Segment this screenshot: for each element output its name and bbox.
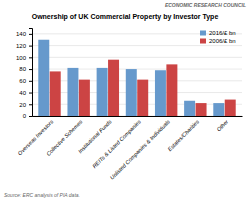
y-tick-label: 0 <box>23 113 27 119</box>
y-tick-mark <box>29 34 32 35</box>
legend-item: 2006/£ bn <box>200 38 236 44</box>
grid-line <box>32 57 242 58</box>
y-tick: 80 <box>19 66 32 72</box>
y-tick: 60 <box>19 78 32 84</box>
y-tick-label: 140 <box>16 31 27 37</box>
bar <box>67 68 78 116</box>
chart: ECONOMIC RESEARCH COUNCIL Source: ERC ana… <box>0 0 250 200</box>
legend: 2016/£ bn 2006/£ bn <box>200 30 236 44</box>
x-tick-label: Estates/Charities <box>167 118 201 152</box>
y-tick: 100 <box>16 55 32 61</box>
bar <box>79 80 90 116</box>
x-axis: Overseas InvestorsCollective SchemesInst… <box>17 117 243 181</box>
bar <box>213 103 224 116</box>
bar-series <box>38 40 224 116</box>
y-tick-mark <box>29 93 32 94</box>
x-tick: Estates/Charities <box>167 118 201 152</box>
grid-line <box>32 69 242 70</box>
y-tick-label: 120 <box>16 43 27 49</box>
bar <box>50 71 61 116</box>
bar-series <box>50 60 236 116</box>
grid-line <box>32 92 242 93</box>
plot: 0 20 40 60 80 100 120 140 Overseas InvestorsColl… <box>16 29 243 181</box>
grid-line <box>32 104 242 105</box>
bar <box>126 69 137 116</box>
y-axis: 0 20 40 60 80 100 120 140 <box>16 29 33 120</box>
y-axis-line <box>29 29 33 117</box>
x-tick: REITs & Listed Companies <box>91 118 142 169</box>
grid-line <box>32 116 242 117</box>
bar <box>184 101 195 116</box>
y-tick: 40 <box>19 90 32 96</box>
y-tick: 140 <box>16 31 32 37</box>
bar <box>108 60 119 116</box>
grid-line <box>32 80 242 81</box>
source-note: Source: ERC analysis of PIA data. <box>4 192 80 198</box>
x-tick: Other <box>215 118 230 133</box>
bar <box>137 80 148 116</box>
y-tick-mark <box>29 81 32 82</box>
y-tick: 120 <box>16 43 32 49</box>
title: Ownership of UK Commercial Property by I… <box>32 13 219 21</box>
bar <box>38 40 49 116</box>
x-tick-label: Unlisted Companies & Individuals <box>109 118 171 180</box>
y-tick-mark <box>29 69 32 70</box>
y-tick-mark <box>29 57 32 58</box>
legend-swatch <box>200 39 206 44</box>
annotation: ECONOMIC RESEARCH COUNCIL <box>165 2 246 8</box>
bar <box>166 64 177 116</box>
y-tick-label: 100 <box>16 55 27 61</box>
x-tick-label: Other <box>215 118 230 133</box>
y-tick-mark <box>29 116 32 117</box>
x-axis-line <box>33 116 243 117</box>
legend-swatch <box>200 31 206 36</box>
grid-line <box>32 45 242 46</box>
x-tick: Unlisted Companies & Individuals <box>109 118 171 180</box>
y-tick: 20 <box>19 102 32 108</box>
y-tick-mark <box>29 104 32 105</box>
y-tick-label: 20 <box>19 102 26 108</box>
bars <box>38 40 235 116</box>
y-tick-label: 40 <box>19 90 26 96</box>
legend-item: 2016/£ bn <box>200 30 236 36</box>
y-tick-label: 60 <box>19 78 26 84</box>
y-tick: 0 <box>23 113 32 119</box>
y-tick-mark <box>29 46 32 47</box>
bar <box>155 70 166 116</box>
y-tick-label: 80 <box>19 66 26 72</box>
x-tick-label: REITs & Listed Companies <box>91 118 142 169</box>
bar <box>97 68 108 116</box>
bar <box>196 103 207 116</box>
grid <box>32 34 242 116</box>
legend-label: 2006/£ bn <box>209 38 236 44</box>
legend-label: 2016/£ bn <box>209 30 236 36</box>
bar <box>225 100 236 116</box>
